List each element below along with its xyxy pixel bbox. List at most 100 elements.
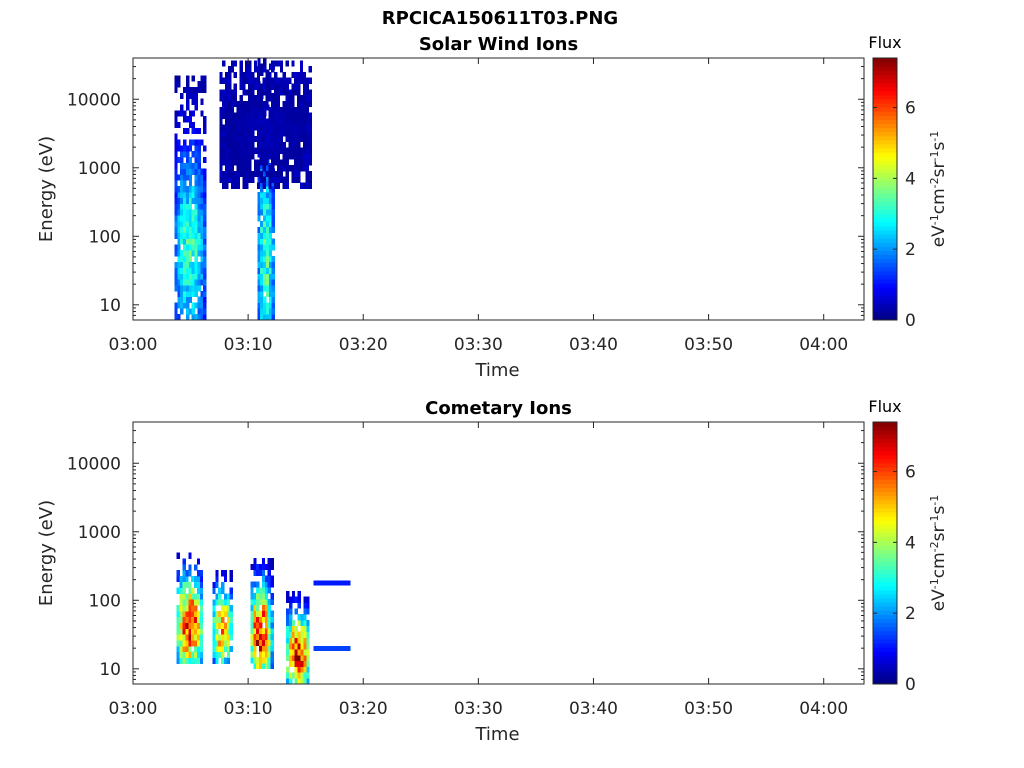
spectrogram-cell — [274, 118, 278, 125]
spectrogram-cell — [239, 95, 243, 102]
spectrogram-cell — [300, 614, 304, 621]
spectrogram-cell — [250, 657, 254, 664]
spectrogram-cell — [276, 159, 281, 166]
colorbar-tick-label: 4 — [905, 533, 916, 553]
spectrogram-cell — [194, 640, 198, 647]
spectrogram-cell — [267, 575, 271, 582]
spectrogram-cell — [271, 209, 275, 216]
spectrogram-cell — [179, 581, 183, 588]
spectrogram-cell — [203, 296, 207, 303]
spectrogram-cell — [262, 165, 266, 172]
spectrogram-cell — [271, 203, 275, 210]
spectrogram-cell — [308, 159, 312, 166]
spectrogram-cell — [300, 672, 304, 679]
spectrogram-cell — [191, 221, 195, 228]
spectrogram-cell — [253, 95, 258, 102]
colorbar-segment — [873, 197, 897, 202]
spectrogram-cell — [253, 124, 258, 131]
spectrogram-cell — [203, 203, 207, 210]
spectrogram-cell — [176, 552, 180, 559]
spectrogram-cell — [291, 147, 295, 154]
spectrogram-cell — [248, 95, 252, 102]
spectrogram-cell — [266, 226, 270, 233]
spectrogram-cell — [199, 599, 204, 606]
spectrogram-band — [313, 580, 351, 586]
spectrogram-cell — [212, 634, 216, 641]
spectrogram-cell — [270, 657, 274, 664]
spectrogram-cell — [197, 226, 201, 233]
spectrogram-cell — [245, 60, 249, 67]
spectrogram-cell — [262, 101, 266, 108]
colorbar-segment — [873, 532, 897, 538]
spectrogram-cell — [262, 159, 266, 166]
spectrogram-cell — [257, 57, 261, 65]
spectrogram-cell — [294, 672, 298, 679]
spectrogram-cell — [294, 643, 298, 650]
spectrogram-cell — [256, 141, 261, 148]
spectrogram-cell — [203, 180, 207, 187]
spectrogram-cell — [297, 118, 301, 125]
spectrogram-cell — [299, 136, 304, 143]
spectrogram-cell — [197, 203, 201, 210]
spectrogram-cell — [248, 176, 252, 183]
spectrogram-cell — [261, 575, 266, 582]
spectrogram-cell — [267, 663, 271, 670]
spectrogram-cell — [285, 170, 289, 178]
spectrogram-cell — [197, 261, 201, 268]
spectrogram-cell — [265, 141, 269, 148]
spectrogram-cell — [308, 112, 312, 119]
spectrogram-cell — [194, 651, 198, 658]
spectrogram-cell — [191, 250, 195, 257]
spectrogram-cell — [282, 106, 286, 114]
spectrogram-cell — [212, 640, 216, 647]
spectrogram-cell — [182, 581, 186, 588]
spectrogram-cell — [222, 101, 226, 108]
spectrogram-cell — [268, 176, 272, 183]
spectrogram-cell — [186, 238, 190, 245]
spectrogram-cell — [248, 147, 252, 154]
spectrogram-cell — [174, 133, 178, 140]
spectrogram-cell — [271, 215, 275, 222]
spectrogram-cell — [274, 130, 278, 137]
spectrogram-cell — [225, 153, 229, 160]
spectrogram-cell — [188, 180, 193, 187]
spectrogram-cell — [186, 215, 190, 222]
spectrogram-cell — [305, 106, 309, 114]
spectrogram-cell — [191, 168, 195, 175]
spectrogram-cell — [297, 159, 301, 166]
spectrogram-cell — [203, 221, 207, 228]
spectrogram-cell — [286, 666, 290, 673]
spectrogram-cell — [196, 593, 201, 600]
spectrogram-cell — [270, 633, 274, 641]
spectrogram-cell — [299, 130, 304, 137]
spectrogram-cell — [191, 587, 195, 594]
spectrogram-cell — [188, 611, 192, 618]
spectrogram-cell — [271, 267, 275, 274]
spectrogram-cell — [233, 89, 237, 96]
spectrogram-cell — [268, 209, 273, 216]
spectrogram-cell — [188, 651, 192, 658]
spectrogram-cell — [188, 209, 193, 216]
spectrogram-cell — [276, 83, 281, 90]
spectrogram-cell — [261, 651, 266, 658]
spectrogram-cell — [271, 170, 275, 178]
spectrogram-cell — [308, 136, 312, 143]
spectrogram-cell — [229, 616, 233, 623]
spectrogram-cell — [260, 314, 264, 321]
spectrogram-cell — [180, 174, 184, 181]
colorbar-segment — [873, 434, 897, 439]
spectrogram-cell — [297, 147, 301, 154]
spectrogram-cell — [297, 666, 301, 673]
spectrogram-cell — [197, 151, 201, 158]
spectrogram-cell — [188, 290, 193, 298]
spectrogram-cell — [276, 77, 281, 84]
spectrogram-cell — [260, 290, 264, 298]
spectrogram-cell — [285, 147, 289, 154]
spectrogram-cell — [182, 593, 186, 600]
spectrogram-cell — [271, 95, 275, 102]
spectrogram-cell — [257, 290, 261, 298]
spectrogram-cell — [268, 83, 272, 90]
spectrogram-cell — [285, 118, 289, 125]
spectrogram-cell — [264, 663, 269, 670]
spectrogram-cell — [266, 290, 270, 298]
